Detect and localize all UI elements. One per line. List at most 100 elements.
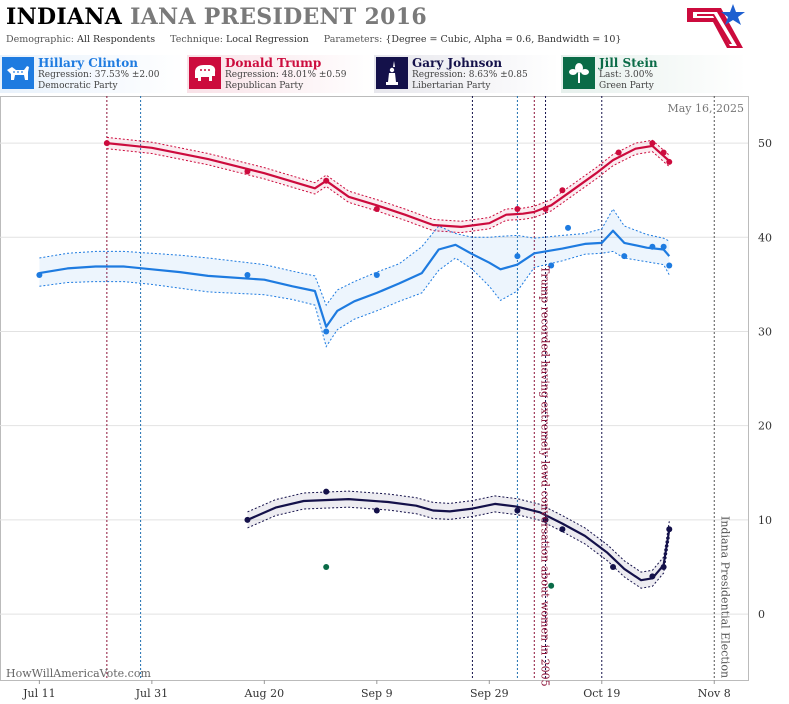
y-gridlines — [0, 142, 748, 615]
x-tick-label: Aug 20 — [244, 687, 285, 700]
band-upper-line — [39, 208, 670, 307]
legend-item-johnson: Gary Johnson Regression: 8.63% ±0.85 Lib… — [374, 55, 560, 93]
poll-point — [660, 149, 667, 156]
poll-point — [666, 262, 673, 269]
poll-point — [373, 271, 380, 278]
regression-line — [106, 142, 671, 228]
poll-point — [36, 271, 43, 278]
band-lower-line — [39, 250, 670, 348]
legend-party: Libertarian Party — [412, 81, 491, 91]
title-state: INDIANA — [6, 4, 123, 30]
poll-point — [649, 573, 656, 580]
regression-curves — [39, 142, 671, 582]
confidence-band — [106, 137, 670, 233]
liberty-icon — [376, 57, 408, 89]
title-rest: IANA PRESIDENT 2016 — [130, 4, 427, 30]
y-tick-label: 30 — [758, 325, 772, 338]
elephant-icon — [189, 57, 221, 89]
poll-point — [559, 187, 566, 194]
x-tick-label: Oct 19 — [583, 687, 620, 700]
y-tick-label: 40 — [758, 231, 772, 244]
poll-point — [244, 271, 251, 278]
tree-icon — [563, 57, 595, 89]
poll-point — [323, 488, 330, 495]
poll-point — [373, 507, 380, 514]
demographic-value: All Respondents — [77, 34, 156, 45]
band-lower-line — [247, 506, 670, 589]
annotation-label: Trump recorded having extremely lewd con… — [538, 266, 551, 687]
poll-point — [542, 516, 549, 523]
poll-point — [514, 206, 521, 213]
poll-point — [244, 168, 251, 175]
legend-item-clinton: Hillary Clinton Regression: 37.53% ±2.00… — [0, 55, 186, 93]
poll-point — [621, 253, 628, 260]
poll-point — [548, 582, 555, 589]
regression-line — [247, 498, 671, 582]
legend-item-stein: Jill Stein Last: 3.00% Green Party — [561, 55, 747, 93]
legend-party: Democratic Party — [38, 81, 118, 91]
legend-name: Hillary Clinton — [38, 56, 138, 70]
y-tick-labels: 0 10 20 30 40 50 — [758, 137, 772, 621]
poll-point — [103, 140, 110, 147]
parameters-line: Demographic: All Respondents Technique: … — [6, 34, 621, 45]
band-upper-line — [247, 490, 670, 573]
poll-point — [610, 563, 617, 570]
chart-title: INDIANA IANA PRESIDENT 2016 — [6, 4, 427, 30]
legend-stat: Regression: 8.63% ±0.85 — [412, 70, 528, 80]
poll-point — [514, 507, 521, 514]
y-tick-label: 0 — [758, 608, 765, 621]
legend-name: Donald Trump — [225, 56, 322, 70]
x-tick-labels: Jul 11 Jul 31 Aug 20 Sep 9 Sep 29 Oct 19 Nov 8 — [22, 680, 731, 700]
poll-point — [649, 140, 656, 147]
chart-header: INDIANA IANA PRESIDENT 2016 Demographic:… — [0, 0, 789, 96]
poll-points — [36, 140, 673, 589]
x-tick-label: Sep 9 — [361, 687, 393, 700]
poll-point — [615, 149, 622, 156]
confidence-band — [39, 209, 670, 347]
poll-point — [373, 206, 380, 213]
y-tick-label: 20 — [758, 420, 772, 433]
x-tick-label: Sep 29 — [470, 687, 509, 700]
poll-point — [666, 158, 673, 165]
legend-name: Jill Stein — [599, 56, 658, 70]
poll-point — [660, 563, 667, 570]
poll-point — [323, 563, 330, 570]
annotations: Trump recorded having extremely lewd con… — [538, 266, 731, 687]
annotation-label: Indiana Presidential Election — [718, 516, 731, 678]
x-tick-label: Nov 8 — [698, 687, 731, 700]
legend-item-trump: Donald Trump Regression: 48.01% ±0.59 Re… — [187, 55, 373, 93]
poll-point — [514, 253, 521, 260]
poll-point — [244, 516, 251, 523]
legend-stat: Regression: 48.01% ±0.59 — [225, 70, 347, 80]
watermark: HowWillAmericaVote.com — [6, 667, 151, 680]
band-upper-line — [106, 136, 670, 222]
legend-stat: Last: 3.00% — [599, 70, 654, 80]
donkey-icon — [2, 57, 34, 89]
legend-party: Green Party — [599, 81, 654, 91]
parameters-value: {Degree = Cubic, Alpha = 0.6, Bandwidth … — [385, 34, 622, 45]
site-logo-icon — [687, 4, 745, 48]
band-lower-line — [106, 148, 670, 234]
x-tick-label: Jul 31 — [135, 687, 169, 700]
poll-point — [649, 243, 656, 250]
legend-stat: Regression: 37.53% ±2.00 — [38, 70, 160, 80]
date-label: May 16, 2025 — [667, 102, 744, 115]
plot-frame — [0, 96, 749, 681]
poll-point — [660, 243, 667, 250]
poll-point — [542, 206, 549, 213]
demographic-label: Demographic: — [6, 34, 75, 45]
legend-party: Republican Party — [225, 81, 304, 91]
poll-chart: 0 10 20 30 40 50 Jul 11 Jul 31 Aug 20 Sep 9 Sep 2… — [0, 96, 772, 700]
poll-point — [323, 328, 330, 335]
candidate-legend: Hillary Clinton Regression: 37.53% ±2.00… — [0, 55, 789, 95]
poll-point — [666, 526, 673, 533]
y-tick-label: 50 — [758, 137, 772, 150]
event-lines — [106, 96, 715, 680]
parameters-label: Parameters: — [323, 34, 383, 45]
poll-point — [548, 262, 555, 269]
technique-label: Technique: — [170, 34, 223, 45]
y-tick-label: 10 — [758, 514, 772, 527]
legend-name: Gary Johnson — [412, 56, 503, 70]
technique-value: Local Regression — [226, 34, 309, 45]
regression-line — [39, 229, 671, 328]
